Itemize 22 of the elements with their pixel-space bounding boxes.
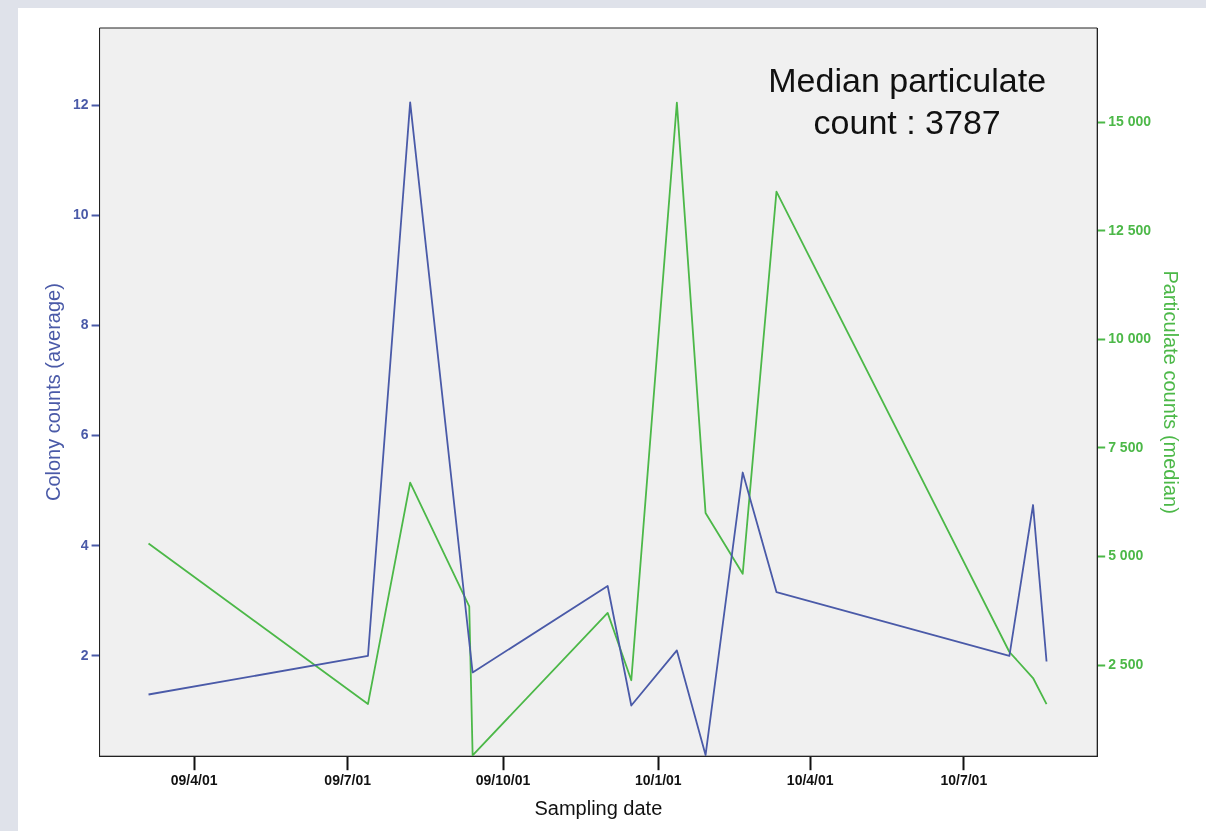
- y-tick-label: 2: [80, 646, 89, 663]
- y-axis-title: Colony counts (average): [41, 283, 64, 502]
- x-tick-label: 09/7/01: [324, 772, 372, 789]
- y2-tick-label: 2 500: [1108, 655, 1144, 672]
- y-tick-label: 6: [80, 426, 89, 443]
- annotation: Median particulate count : 3787: [768, 61, 1047, 142]
- y2-tick-label: 15 000: [1108, 113, 1152, 130]
- y-tick-label: 12: [72, 95, 89, 112]
- y2-tick-label: 7 500: [1108, 438, 1144, 455]
- x-tick-label: 09/4/01: [170, 772, 218, 789]
- x-tick-label: 09/10/01: [475, 772, 531, 789]
- y-tick-label: 10: [72, 206, 89, 223]
- x-tick-label: 10/7/01: [940, 772, 988, 789]
- x-axis-title: Sampling date: [534, 796, 663, 819]
- y2-axis-title: Particulate counts (median): [1160, 270, 1183, 514]
- y2-tick-label: 10 000: [1108, 330, 1152, 347]
- y-tick-label: 4: [80, 536, 89, 553]
- y2-tick-label: 12 500: [1108, 221, 1152, 238]
- x-tick-label: 10/1/01: [634, 772, 682, 789]
- x-tick-label: 10/4/01: [786, 772, 834, 789]
- y2-tick-label: 5 000: [1108, 547, 1144, 564]
- y-tick-label: 8: [80, 316, 89, 333]
